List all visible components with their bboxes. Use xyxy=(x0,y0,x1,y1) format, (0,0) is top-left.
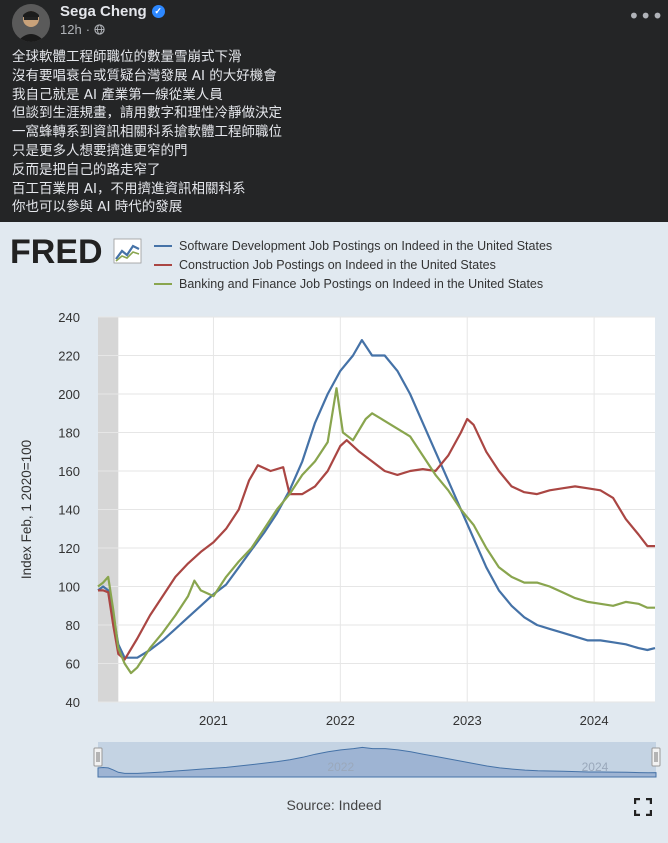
post-text-line: 一窩蜂轉系到資訊相關科系搶軟體工程師職位 xyxy=(12,124,282,141)
legend-item[interactable]: Construction Job Postings on Indeed in t… xyxy=(154,255,552,274)
y-tick-label: 80 xyxy=(66,618,80,633)
post-time[interactable]: 12h xyxy=(60,22,82,37)
more-options-icon[interactable]: ••• xyxy=(628,4,664,28)
x-tick-label: 2021 xyxy=(199,713,228,728)
y-tick-label: 180 xyxy=(58,426,80,441)
navigator-handle[interactable] xyxy=(93,747,103,767)
y-tick-label: 240 xyxy=(58,310,80,325)
post-text-line: 我自己就是 AI 產業第一線從業人員 xyxy=(12,86,223,103)
y-tick-label: 120 xyxy=(58,541,80,556)
meta-separator: · xyxy=(85,22,91,37)
x-tick-label: 2023 xyxy=(453,713,482,728)
legend-item[interactable]: Banking and Finance Job Postings on Inde… xyxy=(154,274,552,293)
y-tick-label: 40 xyxy=(66,695,80,710)
navigator-handle[interactable] xyxy=(651,747,661,767)
post-text-line: 你也可以參與 AI 時代的發展 xyxy=(12,199,183,216)
legend-label: Software Development Job Postings on Ind… xyxy=(179,238,553,253)
avatar[interactable] xyxy=(12,4,50,42)
navigator-label: 2022 xyxy=(327,760,354,774)
legend-item[interactable]: Software Development Job Postings on Ind… xyxy=(154,236,552,255)
fred-chart-panel: FRED Software Development Job Postings o… xyxy=(0,222,668,843)
post-text-line: 只是更多人想要擠進更窄的門 xyxy=(12,142,188,159)
x-tick-label: 2024 xyxy=(580,713,609,728)
post-text-line: 百工百業用 AI，不用擠進資訊相關科系 xyxy=(12,180,246,197)
legend-label: Construction Job Postings on Indeed in t… xyxy=(179,257,496,272)
svg-text:FRED: FRED xyxy=(10,234,103,268)
author-name[interactable]: Sega Cheng xyxy=(60,3,147,20)
line-chart: 40 60 80 100 120 140 160 180 200 220 240 2021 2022 20… xyxy=(19,310,661,778)
post-header: Sega Cheng ✓ 12h · ••• xyxy=(0,0,668,44)
series-line xyxy=(97,338,656,659)
y-tick-label: 200 xyxy=(58,387,80,402)
navigator-label: 2024 xyxy=(582,760,609,774)
y-tick-label: 140 xyxy=(58,503,80,518)
legend-label: Banking and Finance Job Postings on Inde… xyxy=(179,276,544,291)
y-tick-label: 60 xyxy=(66,657,80,672)
y-axis-label: Index Feb, 1 2020=100 xyxy=(19,440,34,579)
post-text-line: 但談到生涯規畫，請用數字和理性冷靜做決定 xyxy=(12,105,282,122)
y-tick-label: 100 xyxy=(58,580,80,595)
chart-source: Source: Indeed xyxy=(286,797,382,813)
legend-swatch xyxy=(154,244,172,247)
fred-logo: FRED xyxy=(10,234,142,268)
globe-icon xyxy=(94,24,105,35)
post-text-line: 全球軟體工程師職位的數量雪崩式下滑 xyxy=(12,49,242,65)
legend-swatch xyxy=(154,263,172,266)
post-text-line: 沒有要唱衰台或質疑台灣發展 AI 的大好機會 xyxy=(12,67,277,84)
navigator-area xyxy=(97,746,657,778)
verified-badge-icon: ✓ xyxy=(151,5,165,18)
y-tick-label: 220 xyxy=(58,349,80,364)
fullscreen-icon[interactable] xyxy=(634,798,652,816)
legend-swatch xyxy=(154,282,172,285)
post-text-line: 反而是把自己的路走窄了 xyxy=(12,161,161,178)
chart-legend: Software Development Job Postings on Ind… xyxy=(154,236,552,293)
y-tick-label: 160 xyxy=(58,464,80,479)
post-text: 全球軟體工程師職位的數量雪崩式下滑沒有要唱衰台或質疑台灣發展 AI 的大好機會我… xyxy=(12,48,652,217)
x-tick-label: 2022 xyxy=(326,713,355,728)
series-line xyxy=(97,387,655,675)
series-line xyxy=(98,417,655,661)
